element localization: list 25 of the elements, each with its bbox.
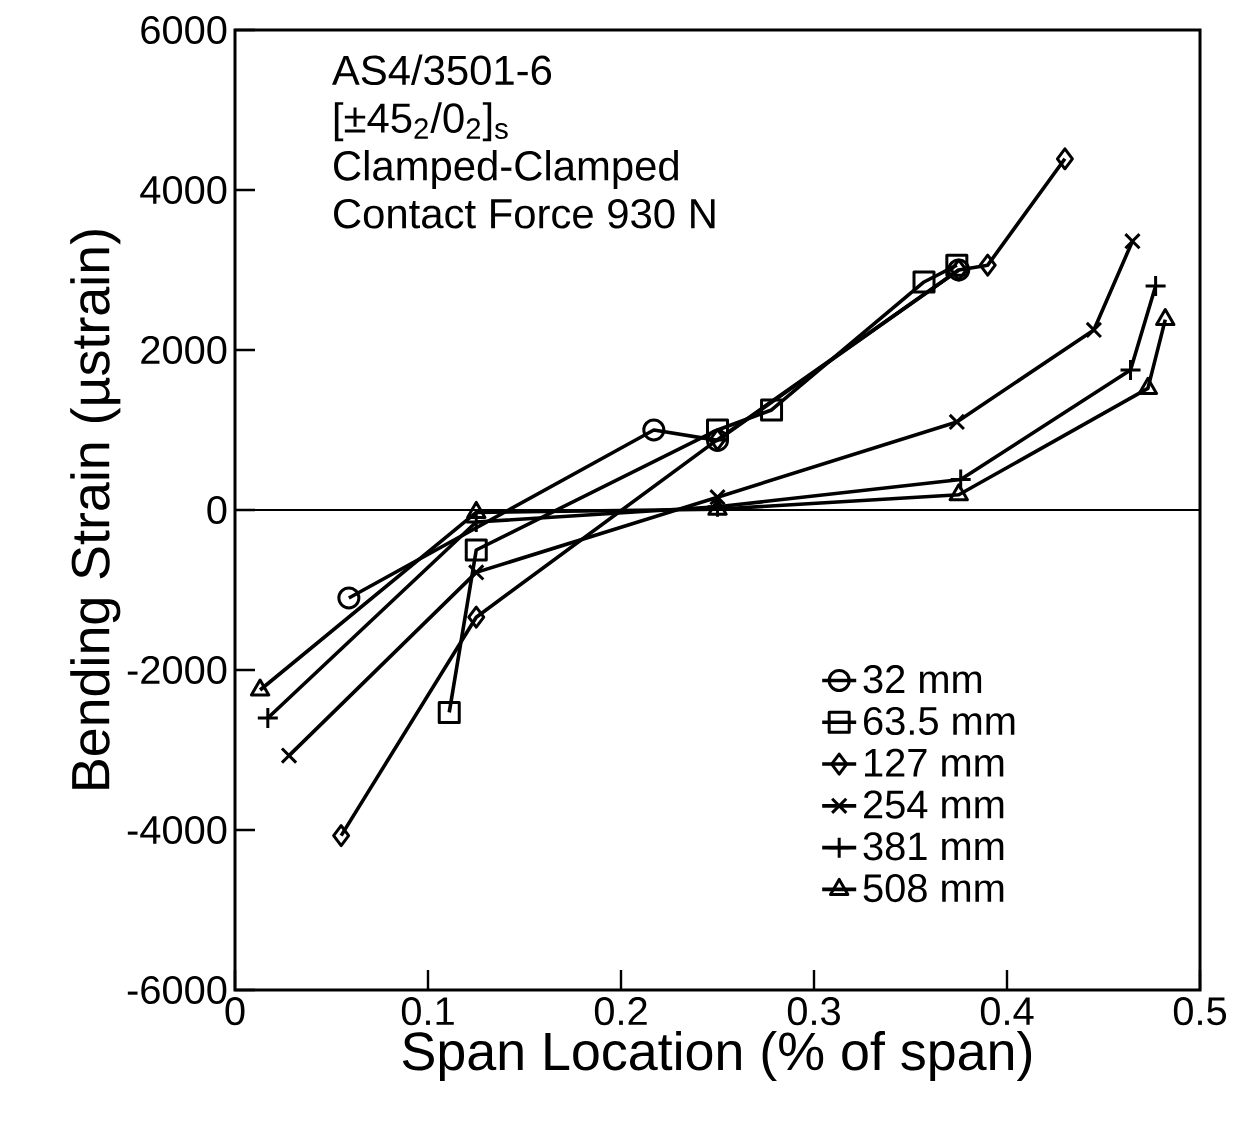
x-tick-label: 0.4 [980,997,1034,1026]
y-tick-label: 6000 [141,15,227,45]
annotation: AS4/3501-6 [332,54,552,86]
annotation: Clamped-Clamped [334,150,678,190]
y-tick-label: -4000 [127,815,227,845]
y-axis-title: Bending Strain (µstrain) [70,230,121,789]
legend-label: 254 mm [863,790,1004,819]
y-tick-label: 4000 [140,175,227,205]
legend-label: 508 mm [863,874,1004,903]
y-tick-label: -2000 [127,655,227,685]
x-tick-label: 0 [225,997,245,1026]
x-axis-title: Span Location (% of span) [402,1030,1032,1082]
legend-label: 63.5 mm [864,706,1015,736]
y-tick-label: 0 [207,495,227,525]
legend-label: 32 mm [863,665,982,694]
x-tick-label: 0.3 [787,997,840,1026]
x-tick-label: 0.2 [594,997,647,1026]
x-tick-label: 0.1 [401,997,454,1026]
annotation: Contact Force 930 N [334,198,715,229]
legend-label: 127 mm [865,748,1004,777]
y-tick-label: -6000 [127,975,227,1005]
annotation: [±45$_{2}$/0$_{2}$]$_{s}$ [334,102,508,142]
x-tick-label: 0.5 [1173,997,1227,1026]
legend-label: 381 mm [863,832,1004,861]
y-tick-label: 2000 [141,335,227,365]
